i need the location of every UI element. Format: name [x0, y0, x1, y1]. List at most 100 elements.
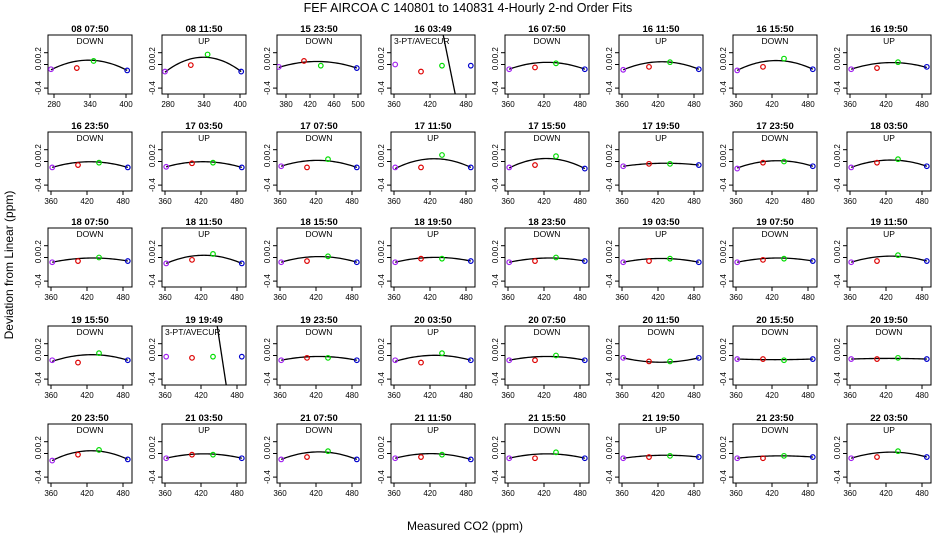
- data-point: [325, 253, 331, 260]
- data-point: [210, 451, 216, 458]
- y-tick-label: 0.0: [833, 447, 842, 459]
- fit-curve: [395, 452, 471, 461]
- y-tick-label: 0.0: [719, 447, 728, 459]
- panel-title: 20 15:50: [756, 315, 794, 326]
- data-point: [923, 356, 930, 362]
- data-point: [760, 455, 766, 462]
- panel-mode-label: UP: [655, 229, 667, 239]
- y-tick-label: 0.2: [833, 436, 842, 448]
- x-tick-label: 420: [765, 391, 779, 400]
- x-tick-label: 420: [537, 100, 551, 109]
- y-tick-label: -0.4: [491, 274, 500, 288]
- y-tick-label: 0.0: [833, 155, 842, 167]
- data-point: [620, 354, 627, 361]
- x-tick-label: 480: [459, 391, 473, 400]
- data-point: [301, 58, 307, 64]
- y-tick-label: 0.2: [377, 240, 386, 252]
- x-tick-label: 360: [387, 100, 401, 109]
- x-tick-label: 460: [327, 100, 341, 109]
- x-tick-label: 480: [345, 391, 359, 400]
- data-point: [874, 159, 880, 166]
- plot-area: [49, 159, 131, 171]
- x-tick-label: 420: [537, 489, 551, 498]
- data-point: [895, 59, 901, 66]
- data-point: [124, 67, 131, 74]
- y-tick-label: 0.2: [605, 338, 614, 350]
- plot-area: [163, 251, 245, 267]
- panel: 19 19:493-PT/AVECUR -0.4 0.00.2 360 420 480: [148, 315, 247, 400]
- x-tick-label: 420: [423, 197, 437, 206]
- x-tick-label: 360: [501, 489, 515, 498]
- data-point: [553, 254, 559, 261]
- plot-area: [734, 452, 816, 462]
- data-point: [760, 63, 766, 70]
- y-tick-label: 0.2: [719, 338, 728, 350]
- y-tick-label: 0.0: [491, 251, 500, 263]
- data-point: [781, 357, 787, 364]
- x-tick-label: 480: [116, 197, 130, 206]
- panel-mode-label: UP: [883, 229, 895, 239]
- chart-title: FEF AIRCOA C 140801 to 140831 4-Hourly 2…: [304, 1, 633, 15]
- panel-title: 18 03:50: [870, 121, 908, 132]
- plot-area: [163, 451, 245, 462]
- y-tick-label: 0.0: [833, 251, 842, 263]
- x-tick-label: 360: [44, 391, 58, 400]
- x-tick-label: 480: [345, 197, 359, 206]
- y-tick-label: 0.2: [491, 144, 500, 156]
- x-tick-label: 380: [279, 100, 293, 109]
- x-tick-label: 480: [915, 293, 929, 302]
- data-point: [581, 66, 588, 73]
- panel-mode-label: DOWN: [534, 229, 561, 239]
- panel-mode-label: DOWN: [306, 327, 333, 337]
- y-tick-label: -0.4: [34, 372, 43, 386]
- y-tick-label: 0.2: [263, 240, 272, 252]
- y-tick-label: 0.0: [719, 58, 728, 70]
- y-tick-label: 0.2: [34, 47, 43, 59]
- x-tick-label: 360: [44, 293, 58, 302]
- fit-curve: [851, 357, 927, 360]
- data-point: [75, 162, 81, 168]
- y-tick-label: -0.4: [719, 470, 728, 484]
- data-point: [96, 254, 102, 261]
- y-tick-label: -0.4: [377, 81, 386, 95]
- data-point: [506, 164, 513, 171]
- data-point: [667, 160, 673, 167]
- x-tick-label: 360: [501, 100, 515, 109]
- panel-mode-label: DOWN: [77, 327, 104, 337]
- panel-title: 19 07:50: [756, 217, 794, 228]
- y-tick-label: 0.2: [377, 144, 386, 156]
- data-point: [809, 258, 816, 264]
- y-tick-label: -0.4: [263, 178, 272, 192]
- x-tick-label: 360: [843, 489, 857, 498]
- panel-title: 20 07:50: [528, 315, 566, 326]
- y-tick-label: -0.4: [605, 274, 614, 288]
- data-point: [187, 62, 194, 68]
- plot-area: [620, 452, 702, 462]
- x-tick-label: 420: [537, 293, 551, 302]
- y-tick-label: 0.2: [148, 144, 157, 156]
- data-point: [734, 455, 741, 462]
- plot-area: [392, 451, 474, 463]
- panel-mode-label: UP: [655, 133, 667, 143]
- fit-curve: [622, 61, 700, 71]
- y-tick-label: 0.2: [719, 144, 728, 156]
- x-tick-label: 360: [501, 293, 515, 302]
- data-point: [781, 452, 787, 459]
- data-point: [238, 455, 245, 462]
- x-tick-label: 360: [387, 489, 401, 498]
- data-point: [646, 63, 652, 70]
- panel-title: 21 11:50: [415, 413, 452, 424]
- y-tick-label: -0.4: [34, 470, 43, 484]
- fit-curve: [737, 358, 813, 361]
- x-tick-label: 420: [194, 391, 208, 400]
- data-point: [210, 159, 216, 166]
- plot-area: [162, 51, 245, 75]
- panel-title: 08 07:50: [71, 24, 109, 35]
- x-tick-label: 360: [615, 100, 629, 109]
- panel-mode-label: UP: [198, 229, 210, 239]
